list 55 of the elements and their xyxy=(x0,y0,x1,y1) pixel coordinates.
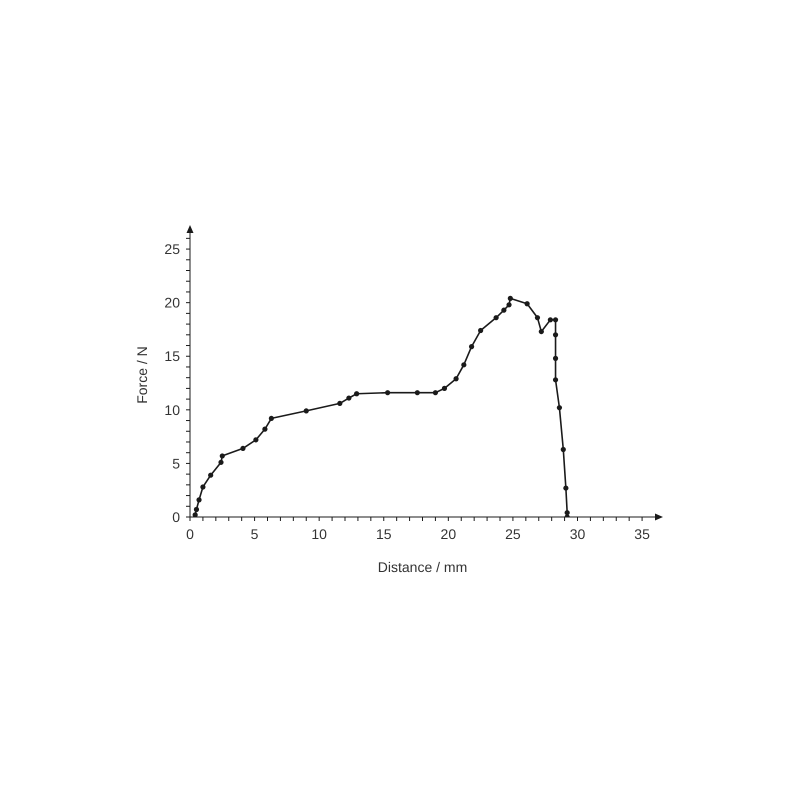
point xyxy=(432,390,438,396)
point xyxy=(468,344,474,350)
y-tick-label: 25 xyxy=(164,241,180,258)
x-tick-label: 15 xyxy=(376,526,392,542)
point xyxy=(563,485,568,491)
point xyxy=(524,301,530,306)
point xyxy=(548,317,553,322)
point xyxy=(560,446,566,452)
point xyxy=(337,400,342,406)
point xyxy=(552,356,558,361)
y-tick-label: 15 xyxy=(164,348,180,364)
x-tick-label: 5 xyxy=(250,526,259,542)
point xyxy=(200,484,206,490)
point xyxy=(552,317,558,322)
point xyxy=(534,315,540,320)
point xyxy=(268,416,274,422)
x-axis-title: Distance / mm xyxy=(378,559,468,575)
point xyxy=(220,453,225,459)
point xyxy=(478,328,484,334)
x-tick-label: 10 xyxy=(311,526,328,542)
point xyxy=(552,332,558,338)
y-tick-label: 5 xyxy=(172,455,180,472)
point xyxy=(346,395,352,401)
point xyxy=(262,426,268,432)
x-tick-label: 30 xyxy=(570,526,586,542)
point xyxy=(196,497,202,502)
point xyxy=(194,506,200,512)
x-tick-label: 20 xyxy=(440,526,456,542)
y-tick-label: 0 xyxy=(172,508,180,525)
x-tick-label: 35 xyxy=(634,526,650,542)
point xyxy=(564,510,570,516)
point xyxy=(385,390,390,396)
point xyxy=(240,446,246,452)
point xyxy=(508,296,513,301)
point xyxy=(494,315,499,320)
point xyxy=(501,308,506,313)
point xyxy=(354,391,360,396)
point xyxy=(304,408,309,414)
point xyxy=(414,390,420,396)
y-axis-title: Force / N xyxy=(134,346,150,404)
point xyxy=(552,377,558,382)
x-tick-label: 0 xyxy=(186,526,194,542)
y-tick-label: 10 xyxy=(164,402,180,418)
point xyxy=(453,376,459,382)
x-tick-label: 25 xyxy=(505,526,521,542)
y-tick-label: 20 xyxy=(164,294,180,311)
point xyxy=(538,328,544,334)
point xyxy=(253,437,258,442)
point xyxy=(506,302,512,308)
point xyxy=(208,472,214,478)
point xyxy=(192,512,198,517)
point xyxy=(218,460,224,465)
point xyxy=(461,362,466,368)
point xyxy=(442,386,448,391)
point xyxy=(556,405,562,410)
